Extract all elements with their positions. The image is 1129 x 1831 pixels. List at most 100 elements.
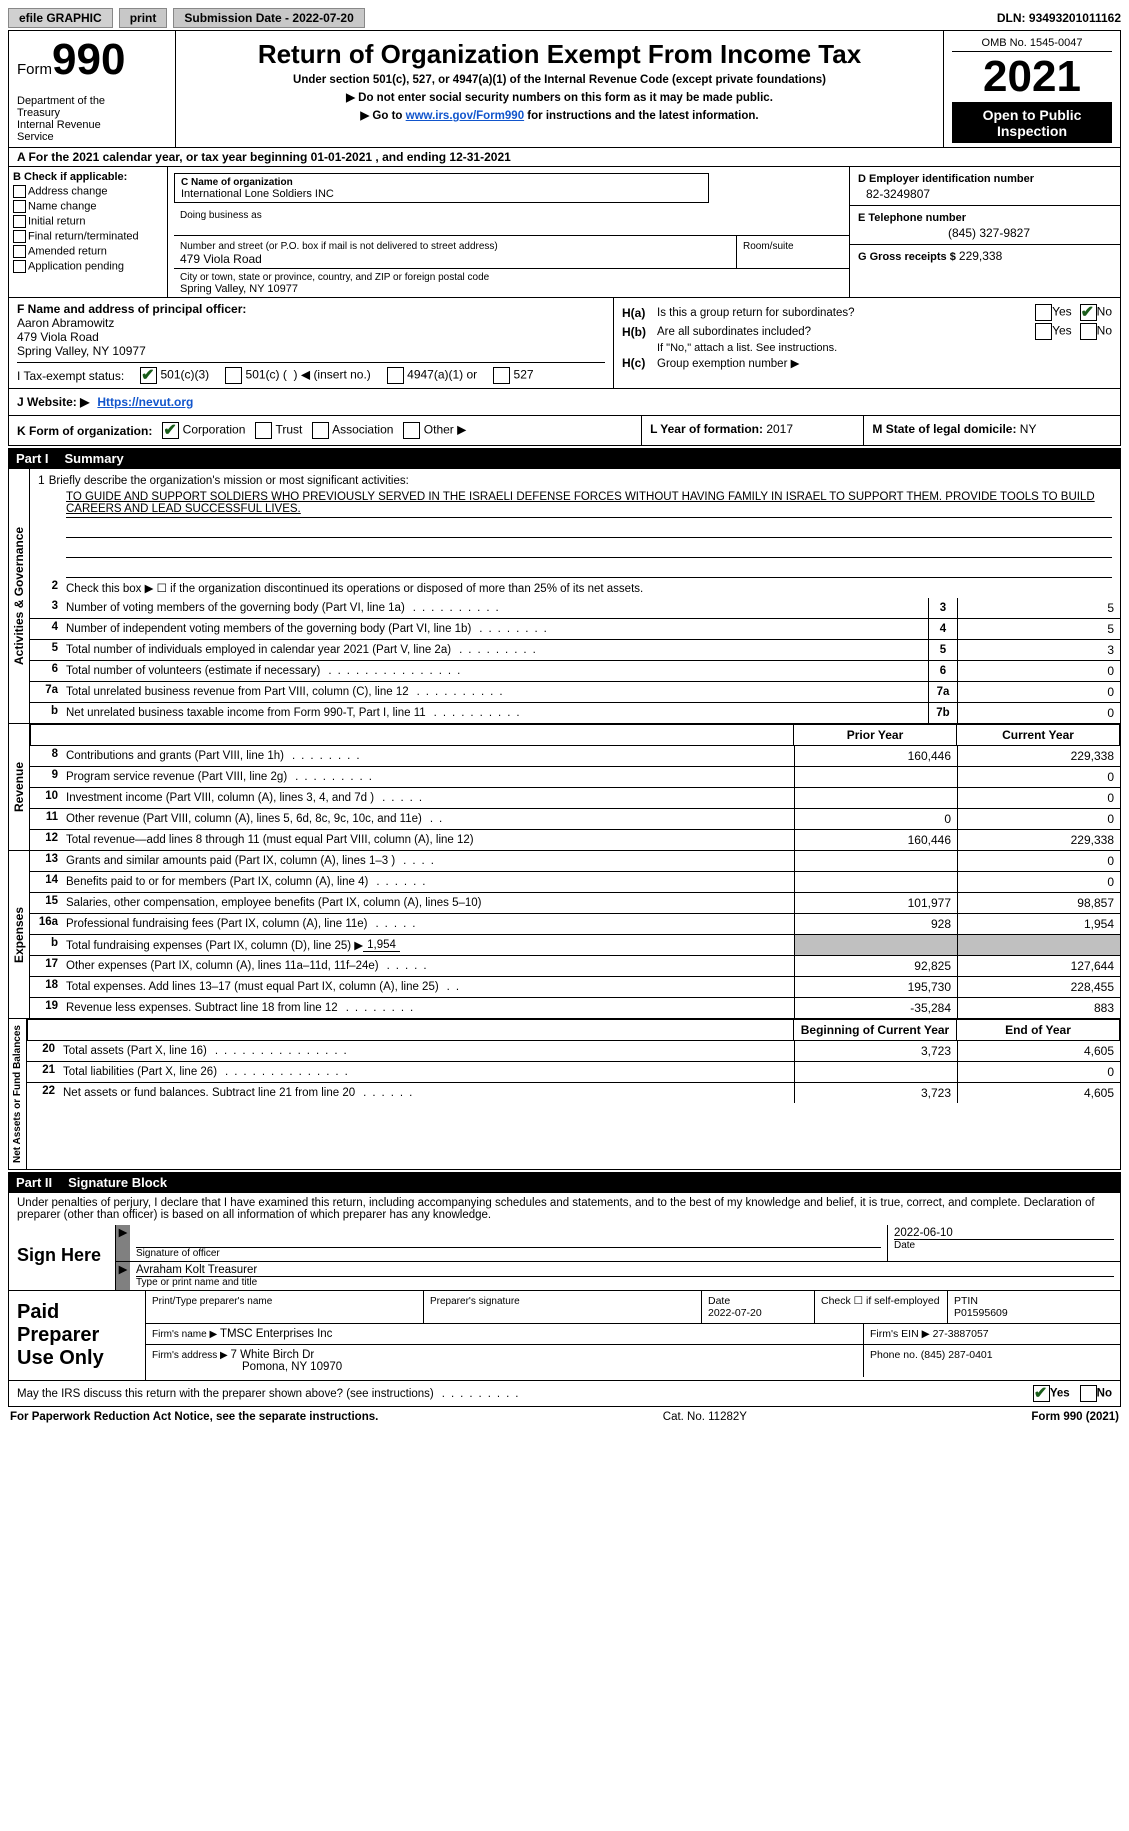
cb-amended-return-label: Amended return [28, 245, 107, 257]
row-a-begin: 01-01-2021 [311, 150, 372, 164]
dots: .......... [426, 707, 924, 719]
ha-yes[interactable]: Yes [1035, 304, 1072, 321]
line-10-py [794, 788, 957, 808]
top-toolbar: efile GRAPHIC print Submission Date - 20… [8, 8, 1121, 28]
discuss-yes[interactable]: Yes [1033, 1385, 1070, 1402]
line-21: 21Total liabilities (Part X, line 26)...… [27, 1062, 1120, 1083]
line-11-py: 0 [794, 809, 957, 829]
na-header: Beginning of Current YearEnd of Year [27, 1019, 1120, 1041]
cb-527[interactable]: 527 [493, 367, 533, 384]
org-name: International Lone Soldiers INC [181, 188, 334, 200]
header-right: OMB No. 1545-0047 2021 Open to Public In… [944, 31, 1120, 147]
part-ii-num: Part II [16, 1175, 52, 1190]
line-16b: bTotal fundraising expenses (Part IX, co… [30, 935, 1120, 956]
cb-name-change-label: Name change [28, 200, 97, 212]
summary-net-assets: Net Assets or Fund Balances Beginning of… [8, 1019, 1121, 1170]
line-16b-py [794, 935, 957, 955]
line-17: 17Other expenses (Part IX, column (A), l… [30, 956, 1120, 977]
discuss-yn: Yes No [1033, 1385, 1112, 1402]
row-a-text-b: , and ending [372, 150, 449, 164]
website-link[interactable]: Https://nevut.org [97, 395, 193, 409]
dots: ............... [207, 1045, 790, 1057]
irs-link[interactable]: www.irs.gov/Form990 [406, 110, 524, 122]
cb-initial-return-label: Initial return [28, 215, 85, 227]
efile-graphic-button[interactable]: efile GRAPHIC [8, 8, 113, 28]
line-16a-py: 928 [794, 914, 957, 934]
form-label: Form [17, 61, 52, 78]
line-16b-text: Total fundraising expenses (Part IX, col… [66, 938, 363, 952]
line-7a-text: Total unrelated business revenue from Pa… [66, 686, 409, 698]
sign-here-label: Sign Here [9, 1225, 116, 1290]
mission-blank-1 [66, 518, 1112, 538]
ha-no[interactable]: No [1080, 304, 1112, 321]
cb-association[interactable]: Association [312, 422, 393, 439]
hb-no[interactable]: No [1080, 323, 1112, 340]
cb-trust[interactable]: Trust [255, 422, 302, 439]
discuss-no[interactable]: No [1080, 1385, 1112, 1402]
print-button[interactable]: print [119, 8, 168, 28]
line-2: 2Check this box ▶ ☐ if the organization … [30, 578, 1120, 598]
hc-label: H(c) [622, 356, 657, 370]
dots: ..... [379, 960, 790, 972]
cb-address-change[interactable]: Address change [13, 185, 163, 198]
addr-box: Number and street (or P.O. box if mail i… [174, 236, 737, 268]
cb-corporation-label: Corporation [183, 423, 246, 437]
cb-final-return[interactable]: Final return/terminated [13, 230, 163, 243]
col-b-label: B Check if applicable: [13, 171, 163, 183]
summary-revenue: Revenue Prior YearCurrent Year 8Contribu… [8, 724, 1121, 851]
addr-label: Number and street (or P.O. box if mail i… [180, 241, 498, 252]
line-4-val: 5 [957, 619, 1120, 639]
line-8-text: Contributions and grants (Part VIII, lin… [66, 750, 284, 762]
line-9-py [794, 767, 957, 787]
hb-yn: Yes No [1035, 323, 1112, 340]
line-16a-cy: 1,954 [957, 914, 1120, 934]
cb-amended-return[interactable]: Amended return [13, 245, 163, 258]
ha-text: Is this a group return for subordinates? [657, 307, 1035, 319]
paid-preparer-label: Paid Preparer Use Only [9, 1291, 146, 1380]
addr-row: Number and street (or P.O. box if mail i… [174, 236, 849, 269]
firm-addr: 7 White Birch Dr [231, 1349, 315, 1361]
dots: ..... [367, 918, 790, 930]
mission-blank-3 [66, 558, 1112, 578]
line-13: 13Grants and similar amounts paid (Part … [30, 851, 1120, 872]
dots: .............. [217, 1066, 790, 1078]
tab-governance: Activities & Governance [9, 469, 30, 723]
dots: ......... [287, 771, 790, 783]
line-13-py [794, 851, 957, 871]
dots: ......... [434, 1388, 525, 1400]
line-11-cy: 0 [957, 809, 1120, 829]
mission-lines: TO GUIDE AND SUPPORT SOLDIERS WHO PREVIO… [66, 489, 1112, 578]
sub3-b: for instructions and the latest informat… [524, 110, 759, 122]
line-17-py: 92,825 [794, 956, 957, 976]
cb-other[interactable]: Other ▶ [403, 422, 466, 439]
dots: ..... [374, 792, 790, 804]
line-19: 19Revenue less expenses. Subtract line 1… [30, 998, 1120, 1018]
cb-application-pending[interactable]: Application pending [13, 260, 163, 273]
line-6-box: 6 [928, 661, 957, 681]
cb-name-change[interactable]: Name change [13, 200, 163, 213]
cb-initial-return[interactable]: Initial return [13, 215, 163, 228]
part-ii-header: Part II Signature Block [8, 1172, 1121, 1193]
discuss-yes-label: Yes [1050, 1388, 1070, 1400]
line-6-text: Total number of volunteers (estimate if … [66, 665, 320, 677]
form-num: 990 [52, 35, 125, 84]
hb-yes[interactable]: Yes [1035, 323, 1072, 340]
line-12-cy: 229,338 [957, 830, 1120, 850]
line-20-cy: 4,605 [957, 1041, 1120, 1061]
row-l: L Year of formation: 2017 [641, 416, 863, 445]
city-label: City or town, state or province, country… [180, 272, 489, 283]
gross-value: 229,338 [959, 249, 1002, 263]
dots: ...... [355, 1087, 790, 1099]
sig-name-row: ▶ Avraham Kolt Treasurer Type or print n… [116, 1262, 1120, 1290]
cb-4947[interactable]: 4947(a)(1) or [387, 367, 477, 384]
line-16a: 16aProfessional fundraising fees (Part I… [30, 914, 1120, 935]
arrow-icon: ▶ [116, 1225, 130, 1261]
officer-addr: 479 Viola Road [17, 330, 605, 344]
cb-501c3[interactable]: 501(c)(3) [140, 367, 209, 384]
cb-corporation[interactable]: Corporation [162, 422, 245, 439]
cb-501c[interactable]: 501(c) ( ) ◀ (insert no.) [225, 367, 371, 384]
section-bcd: B Check if applicable: Address change Na… [8, 166, 1121, 297]
sig-name-label: Type or print name and title [136, 1277, 1114, 1288]
line-22-cy: 4,605 [957, 1083, 1120, 1103]
addr-value: 479 Viola Road [180, 252, 262, 266]
